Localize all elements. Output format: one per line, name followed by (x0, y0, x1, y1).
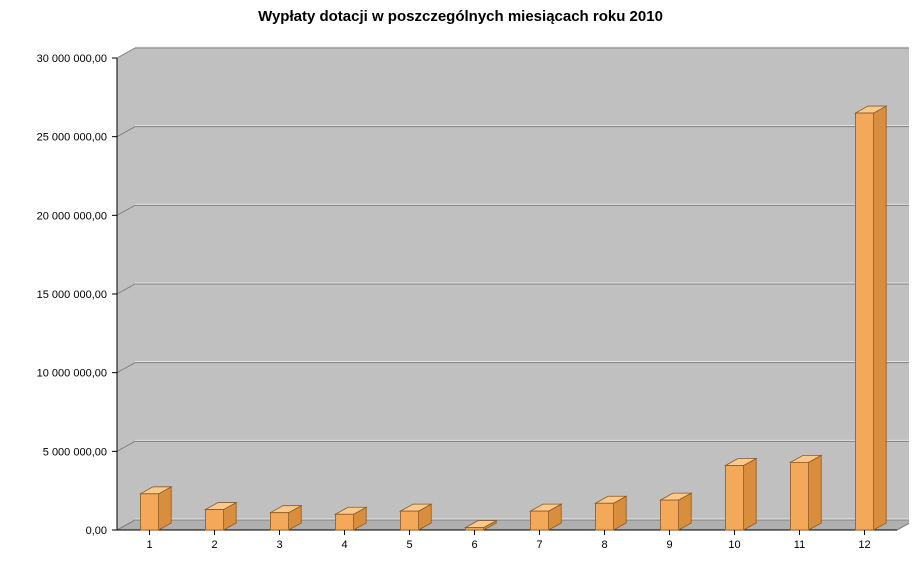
x-tick-label: 10 (728, 539, 740, 551)
bar (790, 455, 821, 530)
bar (140, 487, 171, 530)
x-tick-label: 7 (536, 539, 542, 551)
y-tick-label: 25 000 000,00 (37, 132, 107, 144)
x-tick-label: 12 (858, 539, 870, 551)
x-tick-label: 8 (601, 539, 607, 551)
y-tick-label: 5 000 000,00 (43, 446, 107, 458)
y-tick-label: 20 000 000,00 (37, 210, 107, 222)
chart-container: Wypłaty dotacji w poszczególnych miesiąc… (0, 0, 921, 574)
x-tick-label: 9 (666, 539, 672, 551)
y-tick-label: 10 000 000,00 (37, 368, 107, 380)
x-tick-label: 2 (211, 539, 217, 551)
x-tick-label: 3 (276, 539, 282, 551)
y-tick-label: 30 000 000,00 (37, 53, 107, 65)
bar (660, 493, 691, 530)
x-tick-label: 4 (341, 539, 347, 551)
x-tick-label: 1 (146, 539, 152, 551)
bar (855, 106, 886, 530)
bar (595, 496, 626, 530)
y-tick-label: 0,00 (86, 525, 107, 537)
y-tick-label: 15 000 000,00 (37, 289, 107, 301)
x-tick-label: 5 (406, 539, 412, 551)
bar (725, 458, 756, 530)
x-tick-label: 6 (471, 539, 477, 551)
bar (205, 503, 236, 530)
bar-chart: 0,00 5 000 000,00 10 000 000,00 15 000 000,… (12, 40, 909, 564)
chart-title: Wypłaty dotacji w poszczególnych miesiąc… (0, 8, 921, 25)
x-tick-label: 11 (794, 539, 805, 551)
